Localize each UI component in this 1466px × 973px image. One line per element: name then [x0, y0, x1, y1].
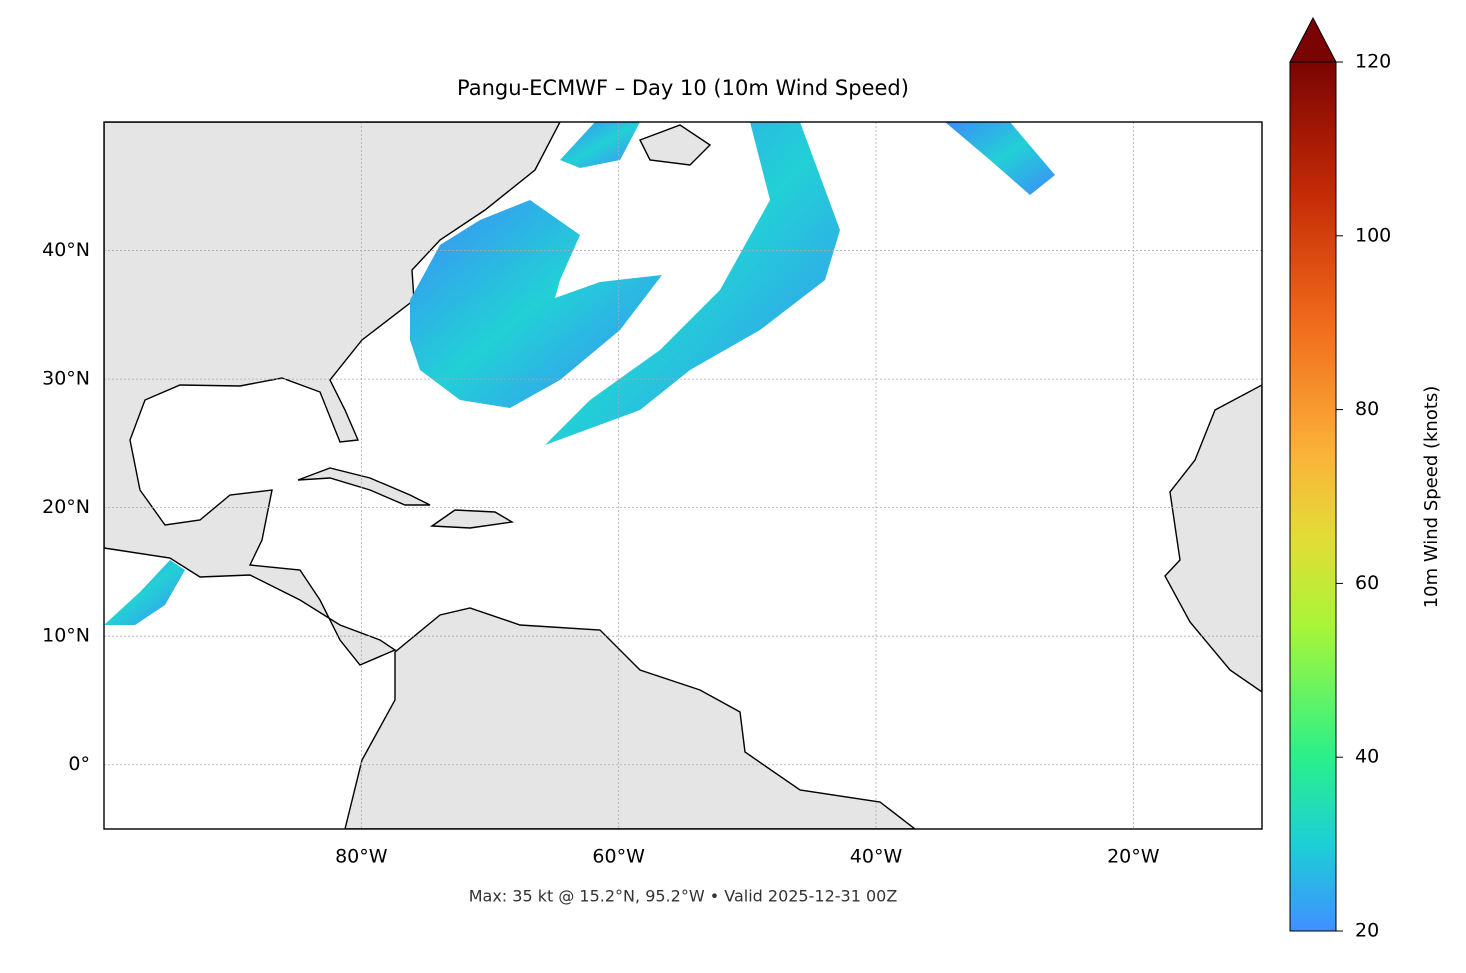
- wind-swath: [410, 200, 662, 408]
- map-title: Pangu-ECMWF – Day 10 (10m Wind Speed): [457, 76, 909, 100]
- colorbar-tick-label: 80: [1355, 398, 1379, 420]
- wind-swath: [560, 122, 640, 168]
- colorbar-tick-label: 60: [1355, 572, 1379, 594]
- colorbar-tick-label: 20: [1355, 920, 1379, 942]
- hispaniola: [429, 509, 515, 529]
- x-tick-label: 40°W: [850, 846, 903, 868]
- wind-swath: [104, 560, 185, 625]
- map-axes: [104, 122, 1262, 829]
- x-tick-label: 80°W: [335, 846, 388, 868]
- y-tick-label: 0°: [68, 753, 90, 775]
- newfoundland: [639, 124, 712, 166]
- cuba: [297, 467, 431, 506]
- x-tick-label: 60°W: [592, 846, 645, 868]
- map-frame: [103, 121, 1263, 830]
- x-tick-label: 20°W: [1107, 846, 1160, 868]
- colorbar-tick-label: 40: [1355, 746, 1379, 768]
- colorbar-label: 10m Wind Speed (knots): [1421, 386, 1442, 609]
- y-tick-label: 20°N: [42, 496, 90, 518]
- wind-swath: [945, 122, 1055, 195]
- y-tick-label: 10°N: [42, 625, 90, 647]
- south-america: [344, 607, 917, 829]
- wind-swath: [545, 122, 840, 445]
- africa: [1164, 384, 1262, 693]
- colorbar: [1289, 61, 1337, 932]
- colorbar-tick-label: 100: [1355, 224, 1391, 246]
- colorbar-tick-label: 120: [1355, 51, 1391, 73]
- colorbar-extend: [1289, 16, 1337, 63]
- footnote: Max: 35 kt @ 15.2°N, 95.2°W • Valid 2025…: [469, 887, 898, 906]
- y-tick-label: 40°N: [42, 239, 90, 261]
- y-tick-label: 30°N: [42, 368, 90, 390]
